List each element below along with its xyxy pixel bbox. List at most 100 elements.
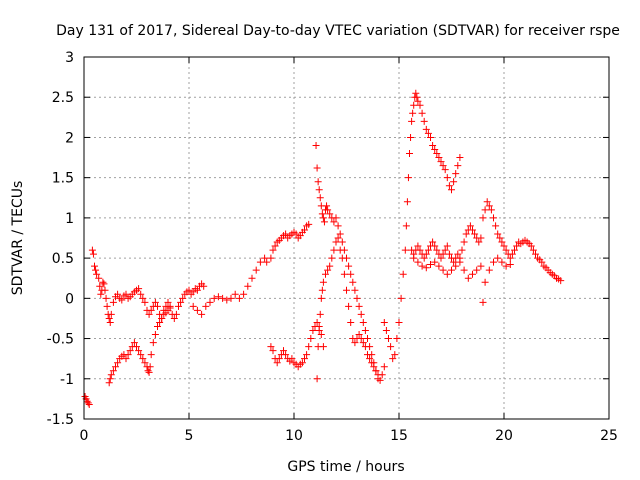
data-point (494, 230, 502, 238)
y-tick-label: 1.5 (52, 171, 74, 187)
data-point (145, 368, 153, 376)
data-point (189, 302, 197, 310)
data-point (359, 318, 367, 326)
data-point (412, 89, 420, 97)
data-point (101, 286, 109, 294)
data-point (422, 125, 430, 133)
data-point (269, 347, 277, 355)
data-point (227, 294, 235, 302)
plot-frame (83, 56, 610, 420)
data-point (271, 242, 279, 250)
data-point (200, 282, 208, 290)
data-point (439, 250, 447, 258)
data-point (485, 202, 493, 210)
y-tick-label: 2 (65, 130, 74, 146)
data-point (318, 210, 326, 218)
data-point (313, 375, 321, 383)
data-point (166, 304, 174, 312)
data-point (361, 343, 369, 351)
data-point (473, 266, 481, 274)
data-point (498, 238, 506, 246)
data-point (315, 186, 323, 194)
data-point (454, 162, 462, 170)
data-point (141, 298, 149, 306)
data-point (483, 198, 491, 206)
data-point (319, 214, 327, 222)
data-point (456, 258, 464, 266)
data-point (538, 258, 546, 266)
data-point (370, 363, 378, 371)
data-point (305, 343, 313, 351)
data-point (479, 298, 487, 306)
series-storm-14h (380, 89, 464, 363)
data-point (498, 258, 506, 266)
data-point (429, 141, 437, 149)
data-point (301, 355, 308, 363)
data-point (330, 218, 338, 226)
data-point (219, 294, 227, 302)
data-point (332, 238, 340, 246)
data-point (267, 254, 275, 262)
data-point (475, 238, 483, 246)
data-point (443, 174, 451, 182)
data-point (96, 282, 104, 290)
data-point (448, 266, 455, 274)
data-point (273, 359, 281, 367)
data-point (324, 206, 332, 214)
data-point (305, 220, 313, 228)
data-point (487, 206, 495, 214)
data-point (84, 399, 92, 407)
series-late-day (408, 198, 565, 285)
data-point (418, 262, 426, 270)
data-point (469, 226, 476, 234)
data-point (95, 274, 103, 282)
data-point (102, 294, 110, 302)
data-point (387, 343, 395, 351)
data-point (114, 359, 122, 367)
data-point (500, 242, 508, 250)
y-tick-label: 0.5 (52, 251, 74, 267)
data-point (364, 351, 371, 359)
data-point (314, 343, 322, 351)
data-point (427, 261, 434, 269)
data-point (481, 278, 489, 286)
y-tick-label: 0 (65, 291, 74, 307)
data-point (410, 254, 418, 262)
data-point (359, 339, 367, 347)
data-point (105, 379, 113, 387)
data-point (100, 280, 108, 288)
data-point (107, 310, 115, 318)
data-point (368, 359, 376, 367)
data-point (252, 266, 260, 274)
data-point (409, 109, 417, 117)
data-point (452, 262, 460, 270)
data-point (477, 262, 485, 270)
data-point (454, 250, 462, 258)
data-point (317, 294, 325, 302)
data-point (137, 290, 145, 298)
chart-title: Day 131 of 2017, Sidereal Day-to-day VTE… (56, 23, 620, 39)
data-point (437, 254, 445, 262)
data-point (357, 310, 365, 318)
data-point (231, 290, 239, 298)
data-point (349, 278, 357, 286)
series-late-lower (410, 254, 514, 306)
data-point (347, 270, 355, 278)
data-point (122, 355, 130, 363)
data-point (380, 363, 388, 371)
data-point (144, 367, 152, 375)
data-point (151, 298, 159, 306)
data-point (202, 302, 210, 310)
series-midday (189, 254, 271, 318)
data-point (408, 117, 416, 125)
y-tick-label: -0.5 (47, 332, 74, 348)
data-point (326, 262, 334, 270)
x-tick-label: 0 (80, 428, 89, 444)
data-point (122, 290, 130, 298)
data-point (170, 314, 178, 322)
data-point (109, 367, 117, 375)
data-point (326, 210, 334, 218)
data-point (85, 401, 93, 409)
data-point (133, 343, 140, 351)
data-point (351, 339, 359, 347)
